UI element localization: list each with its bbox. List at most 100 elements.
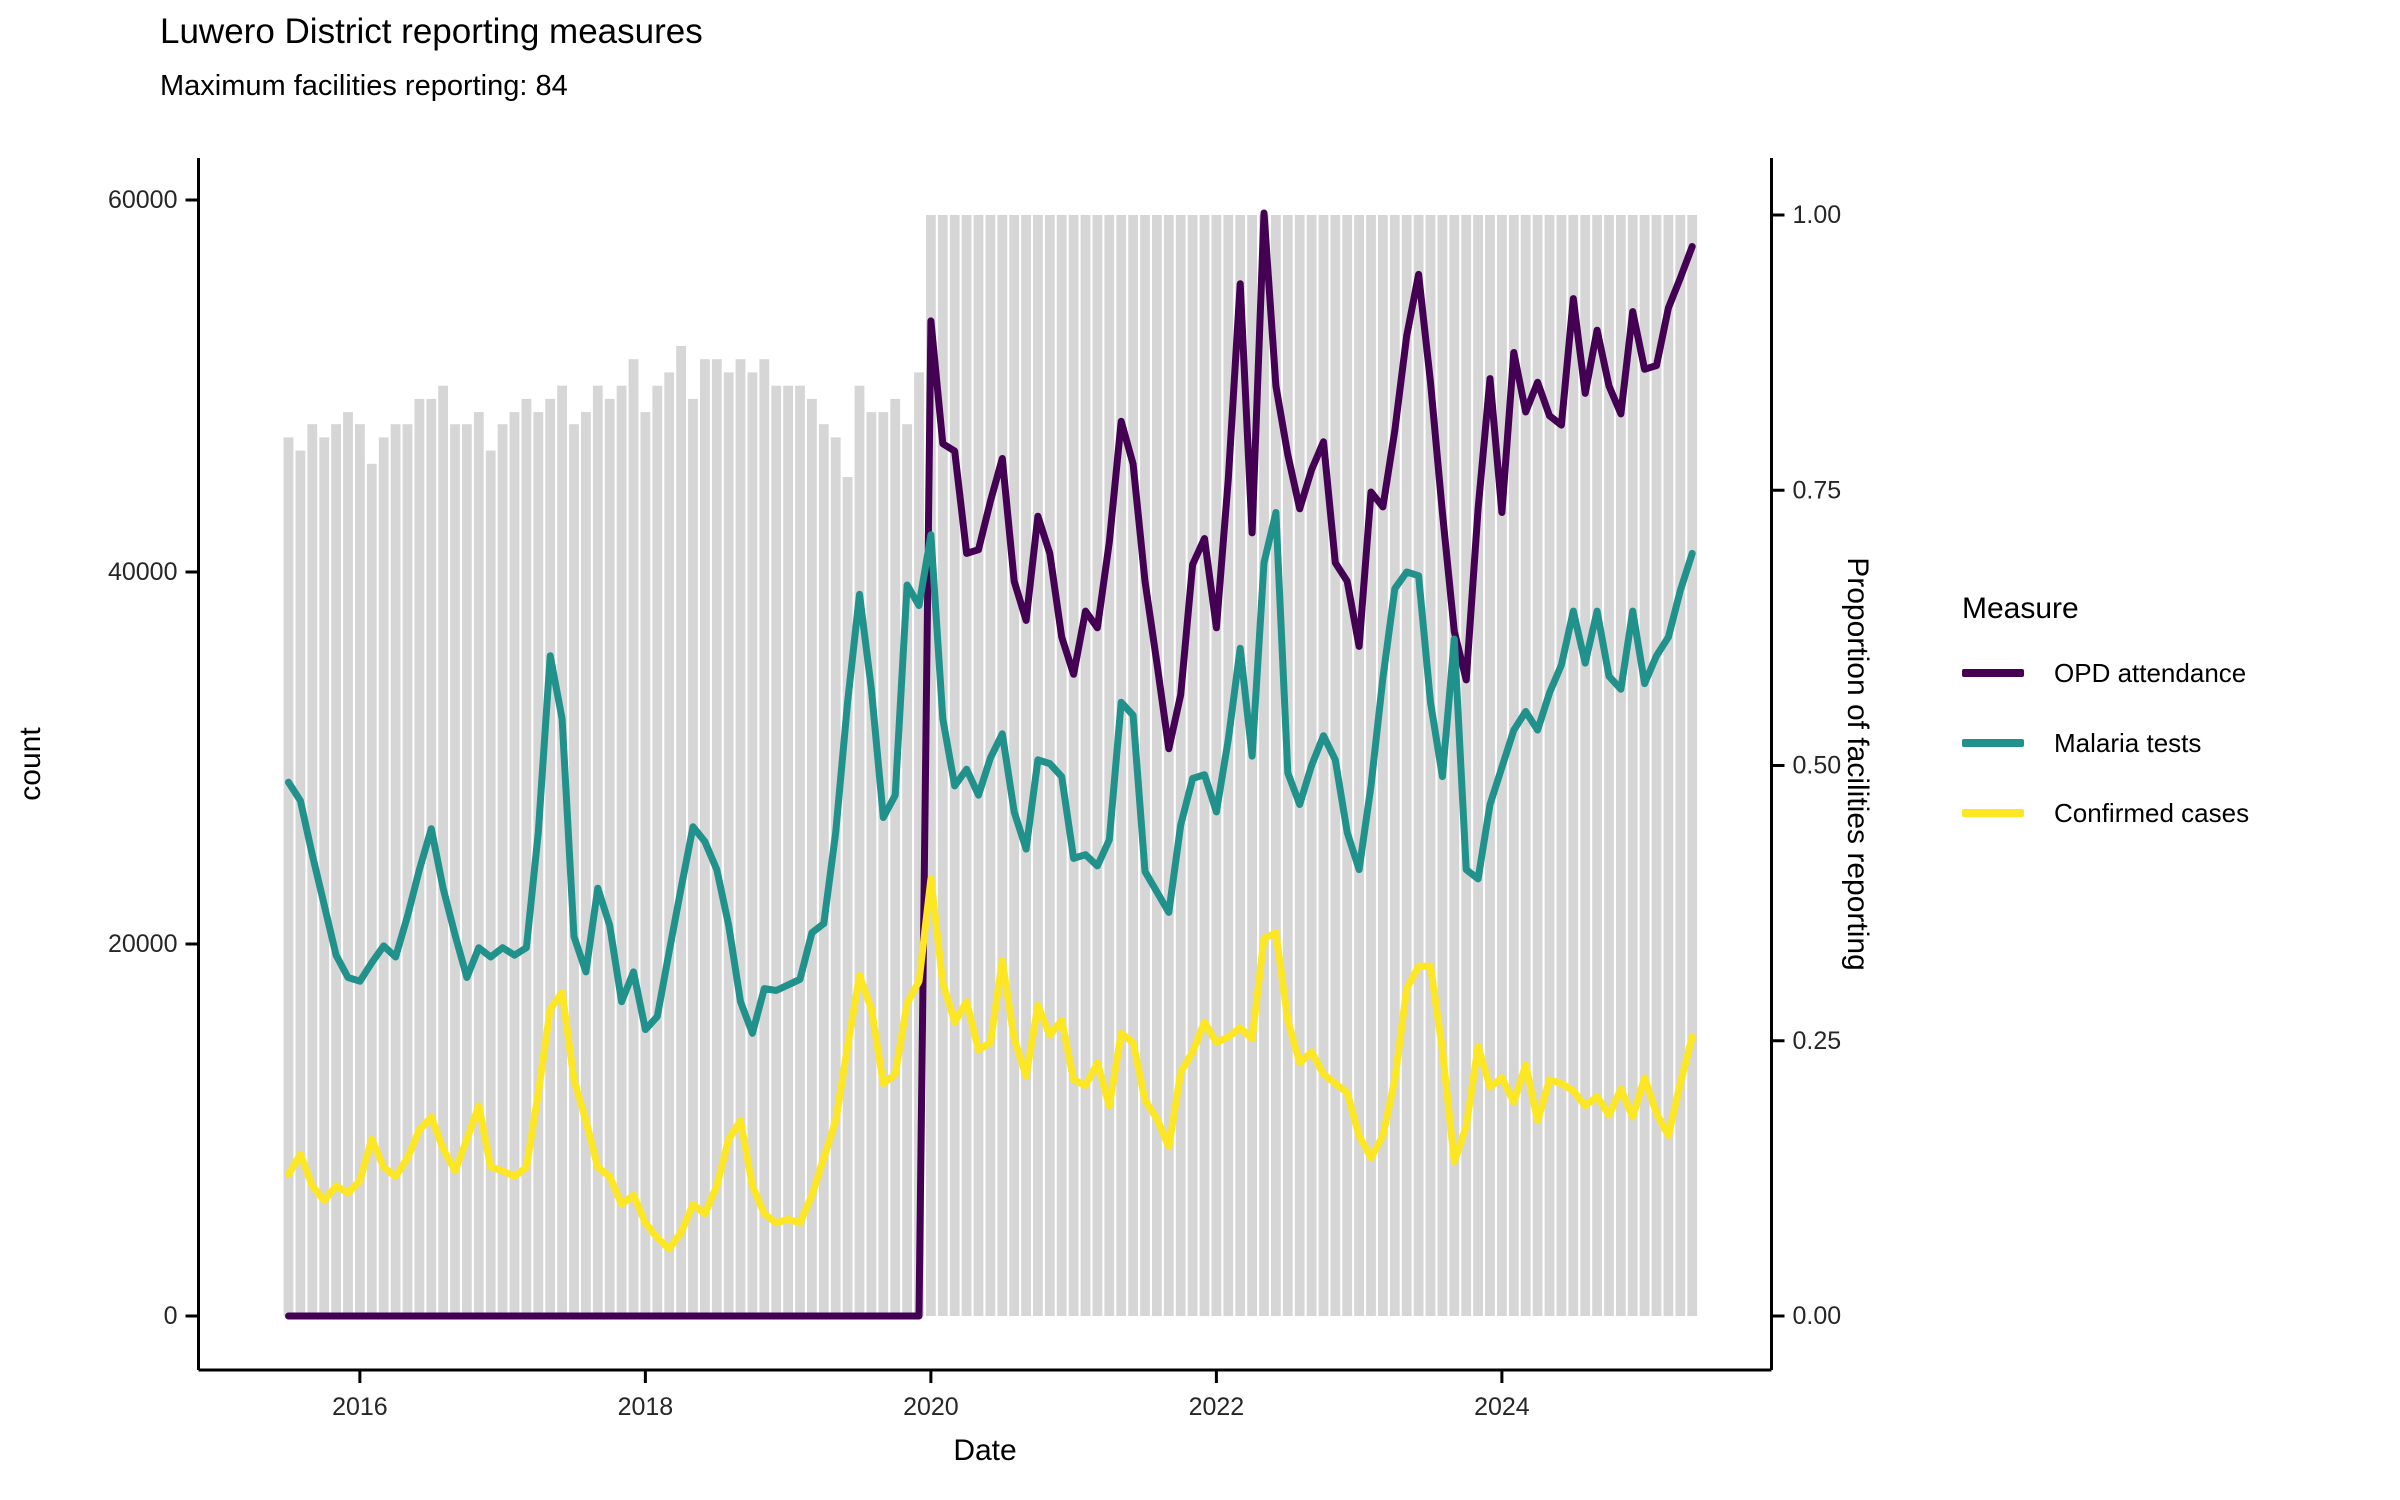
bar-2023-01 xyxy=(1354,215,1364,1316)
lines-layer xyxy=(285,209,1696,1320)
bars-layer xyxy=(283,215,1698,1317)
bar-2016-08 xyxy=(438,385,448,1316)
bar-2022-01 xyxy=(1211,215,1222,1316)
line-confirmed-cases xyxy=(285,875,1696,1253)
bar-2024-03 xyxy=(1520,215,1531,1316)
y2-axis-title: Proportion of facilities reporting xyxy=(1841,557,1874,971)
legend-label: Confirmed cases xyxy=(2054,797,2250,828)
bar-2017-11 xyxy=(616,385,627,1316)
bar-2019-07 xyxy=(854,385,865,1316)
bar-2015-10 xyxy=(319,437,330,1316)
y-tick-label: 60000 xyxy=(108,186,178,214)
bar-2015-08 xyxy=(295,450,306,1317)
bar-2022-10 xyxy=(1318,215,1329,1316)
x-tick-label: 2020 xyxy=(903,1393,959,1421)
y2-tick-label: 0.00 xyxy=(1793,1302,1842,1330)
bar-2016-01 xyxy=(355,424,365,1316)
bar-2016-09 xyxy=(450,424,460,1316)
bar-2018-12 xyxy=(771,385,782,1316)
bar-2024-02 xyxy=(1508,215,1519,1316)
y-axis-title: count xyxy=(14,727,47,801)
bar-2018-07 xyxy=(711,359,722,1316)
legend-swatch-confirmed-cases xyxy=(1962,809,2024,817)
bar-2020-07 xyxy=(997,215,1008,1316)
bar-2016-04 xyxy=(390,424,401,1316)
legend-title: Measure xyxy=(1962,592,2079,625)
x-tick-label: 2018 xyxy=(618,1393,674,1421)
legend-items: OPD attendance Malaria tests Confirmed cas… xyxy=(1962,654,2392,832)
bar-2017-07 xyxy=(569,424,579,1316)
bar-2019-04 xyxy=(818,424,829,1316)
bar-2019-11 xyxy=(902,424,912,1316)
bar-2024-05 xyxy=(1544,215,1555,1316)
axis-titles-layer: count Date Proportion of facilities report… xyxy=(14,557,1874,1467)
x-tick-label: 2022 xyxy=(1189,1393,1245,1421)
bar-2025-03 xyxy=(1663,215,1674,1316)
line-malaria-tests xyxy=(285,509,1696,1037)
legend-item-malaria-tests: Malaria tests xyxy=(1962,724,2392,762)
bar-2016-07 xyxy=(426,398,437,1316)
bar-2024-11 xyxy=(1616,215,1626,1316)
bar-2020-03 xyxy=(949,215,960,1316)
bar-2017-06 xyxy=(557,385,567,1316)
bar-2015-07 xyxy=(283,437,294,1316)
bar-2025-05 xyxy=(1687,215,1698,1316)
bar-2023-04 xyxy=(1389,215,1400,1316)
bar-2021-07 xyxy=(1140,215,1150,1316)
bar-2016-10 xyxy=(462,424,472,1316)
bar-2016-11 xyxy=(473,412,484,1317)
axes-layer: 0 20000 40000 60000 0.00 0.25 0.50 0.75 1.00 2016… xyxy=(108,158,1841,1421)
bar-2022-08 xyxy=(1294,215,1305,1316)
bar-2015-12 xyxy=(343,412,353,1317)
bar-2019-08 xyxy=(866,412,877,1317)
x-tick-label: 2024 xyxy=(1474,1393,1530,1421)
bar-2021-12 xyxy=(1199,215,1210,1316)
bar-2023-12 xyxy=(1485,215,1495,1316)
bar-2018-02 xyxy=(652,385,663,1316)
bar-2023-06 xyxy=(1413,215,1424,1316)
legend-swatch-malaria-tests xyxy=(1962,739,2024,747)
bar-2020-01 xyxy=(926,215,936,1316)
bar-2017-01 xyxy=(497,424,508,1316)
bar-2021-01 xyxy=(1068,215,1079,1316)
bar-2019-09 xyxy=(878,412,889,1317)
y-tick-label: 20000 xyxy=(108,930,178,958)
bar-2023-03 xyxy=(1378,215,1388,1316)
bar-2017-09 xyxy=(592,385,603,1316)
bar-2021-09 xyxy=(1163,215,1174,1316)
bar-2017-03 xyxy=(521,398,532,1316)
bar-2023-11 xyxy=(1473,215,1483,1316)
bar-2022-02 xyxy=(1223,215,1234,1316)
bar-2019-03 xyxy=(807,398,817,1316)
bar-2017-05 xyxy=(545,398,556,1316)
bar-2022-04 xyxy=(1247,215,1257,1316)
chart-subtitle: Maximum facilities reporting: 84 xyxy=(160,70,568,102)
legend-label: Malaria tests xyxy=(2054,727,2202,758)
bar-2024-04 xyxy=(1532,215,1543,1316)
x-tick-label: 2016 xyxy=(332,1393,388,1421)
bar-2021-03 xyxy=(1092,215,1103,1316)
bar-2018-03 xyxy=(664,372,675,1316)
bar-2019-10 xyxy=(890,398,901,1316)
y-tick-label: 0 xyxy=(164,1302,178,1330)
bar-2020-02 xyxy=(937,215,948,1316)
bar-2025-02 xyxy=(1651,215,1662,1316)
bar-2018-04 xyxy=(676,346,686,1316)
bar-2021-04 xyxy=(1104,215,1115,1316)
bar-2018-09 xyxy=(735,359,746,1316)
y2-tick-label: 0.25 xyxy=(1793,1027,1842,1055)
bar-2019-01 xyxy=(783,385,793,1316)
bar-2016-02 xyxy=(366,463,377,1316)
bar-2022-03 xyxy=(1235,215,1246,1316)
bar-2018-01 xyxy=(640,412,651,1317)
bar-2020-08 xyxy=(1009,215,1020,1316)
y2-tick-label: 0.75 xyxy=(1793,476,1842,504)
bar-2022-06 xyxy=(1271,215,1281,1316)
legend-item-confirmed-cases: Confirmed cases xyxy=(1962,794,2392,832)
legend-label: OPD attendance xyxy=(2054,657,2247,688)
bar-2019-12 xyxy=(914,372,924,1316)
bar-2018-10 xyxy=(747,372,758,1316)
bar-2024-09 xyxy=(1592,215,1602,1316)
